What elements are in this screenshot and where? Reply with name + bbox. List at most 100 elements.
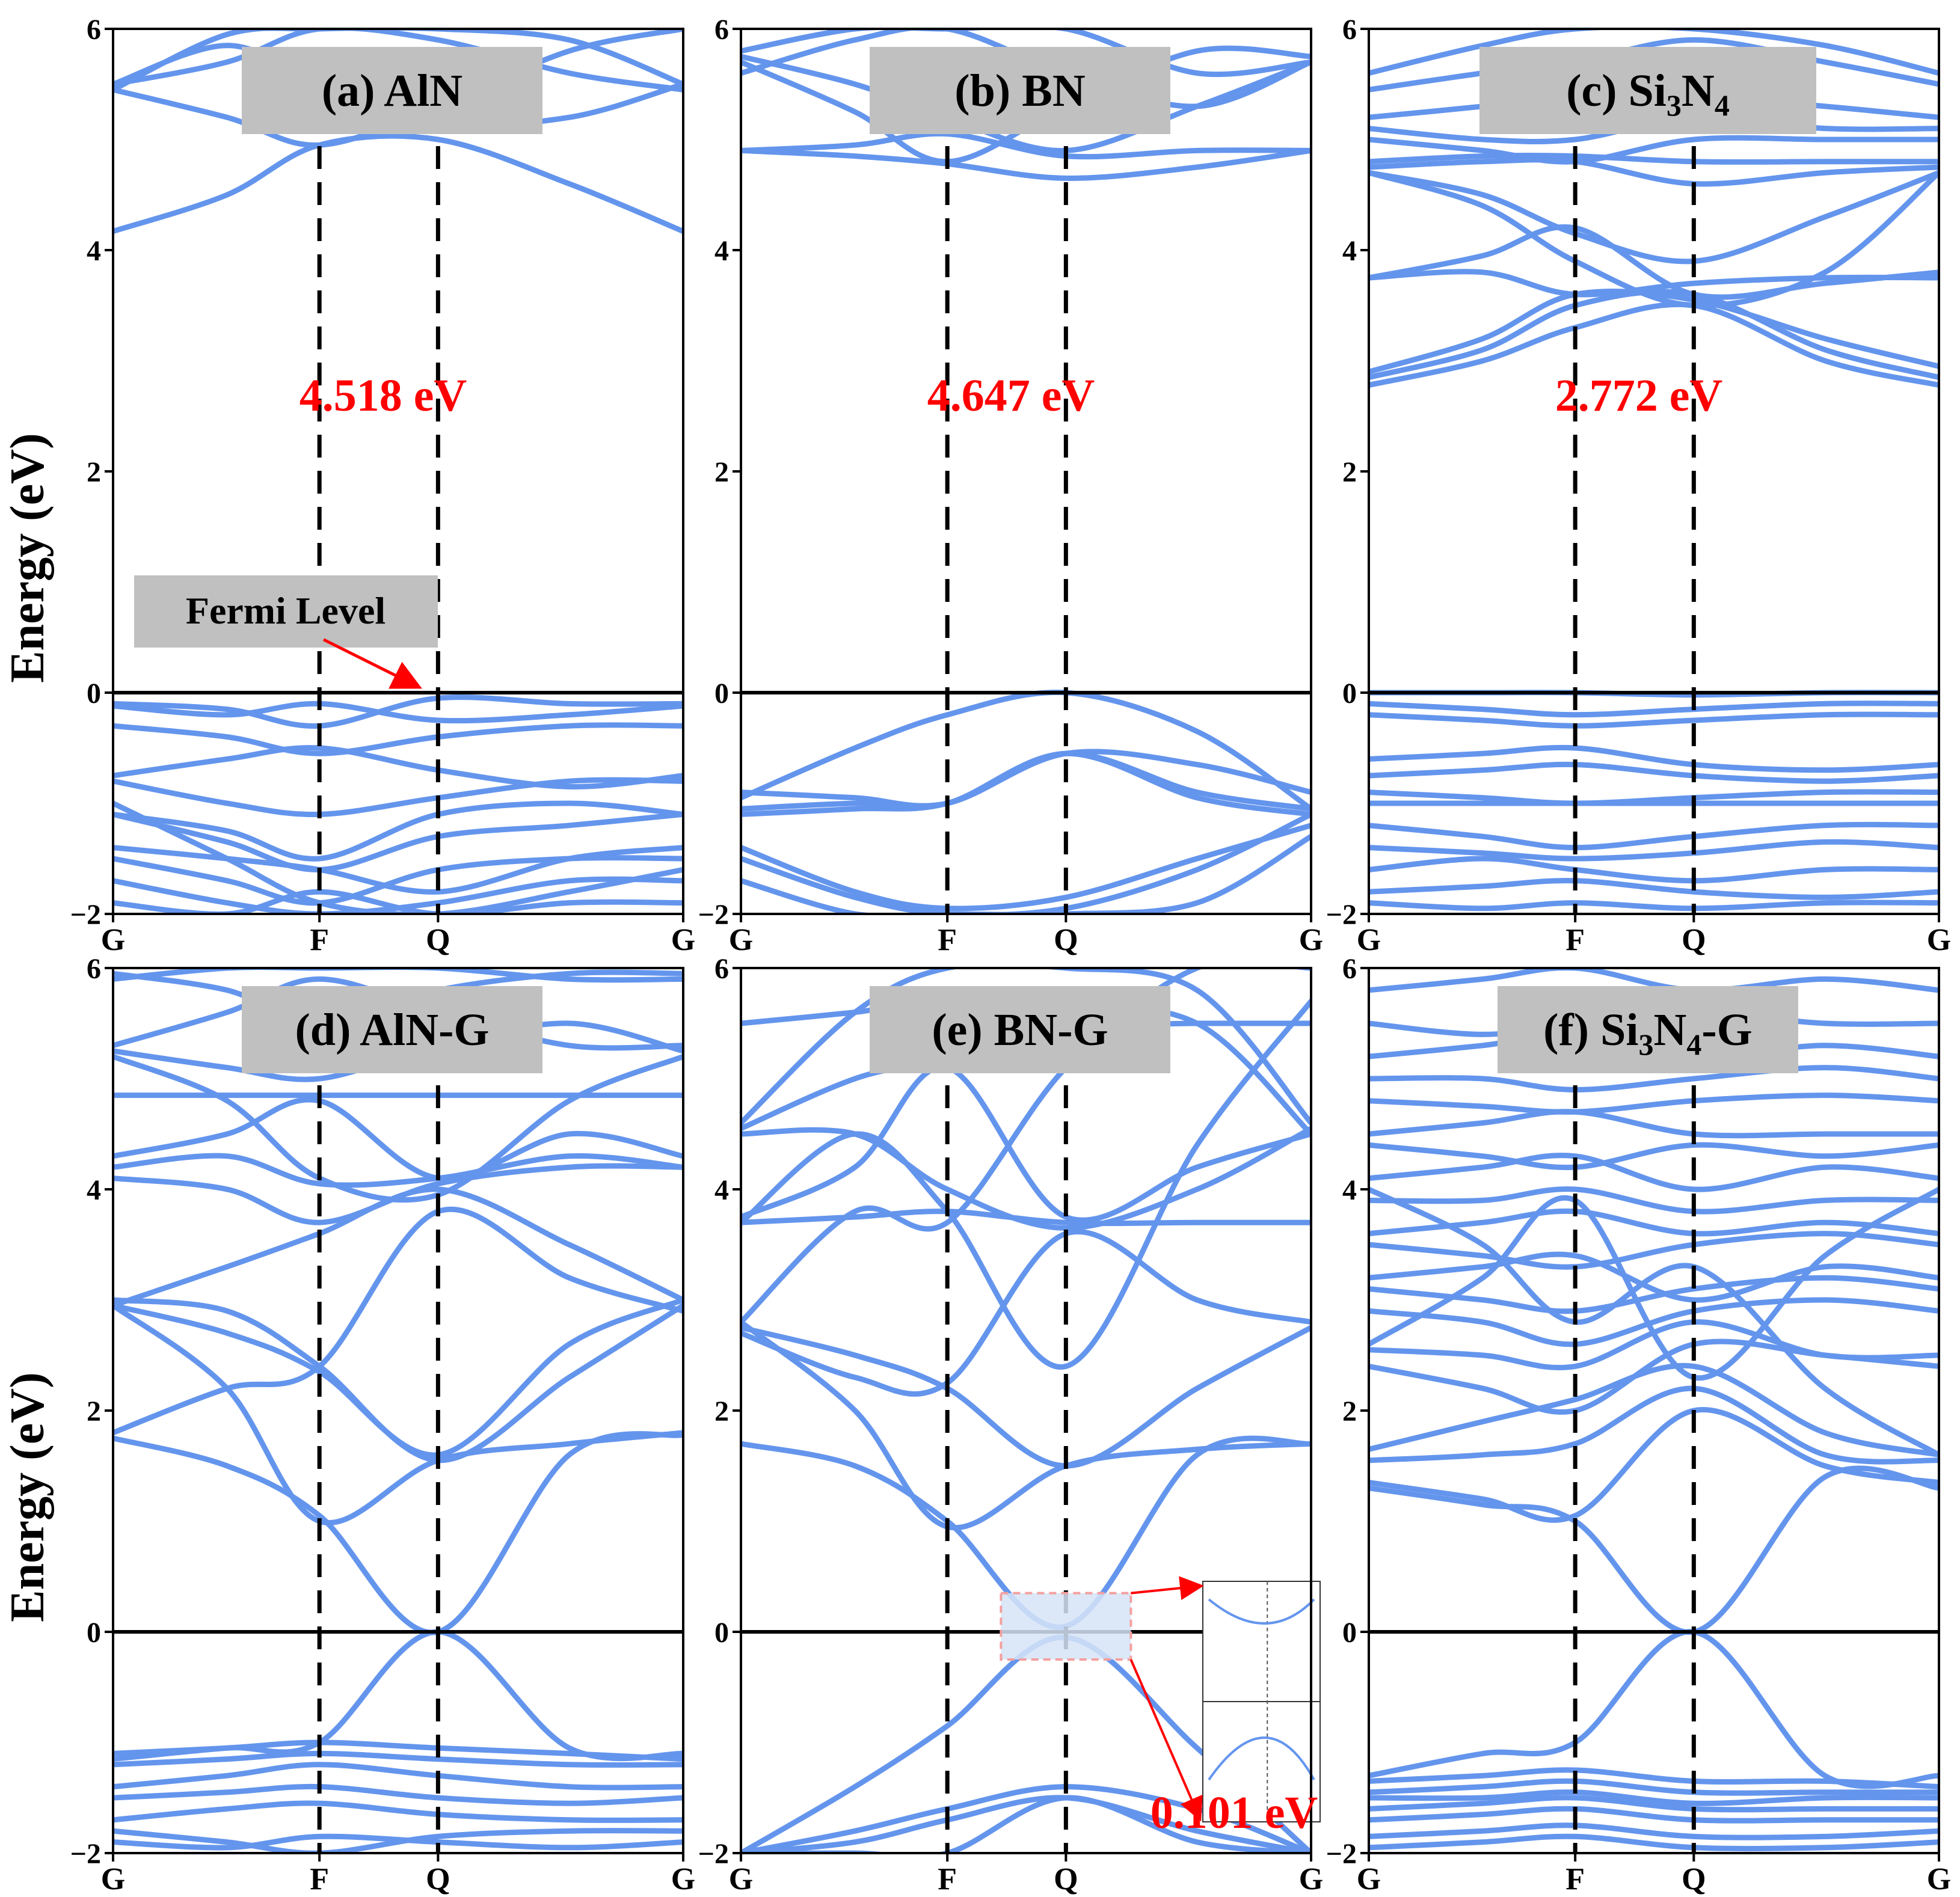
fermi-level-label: Fermi Level — [186, 589, 386, 632]
band-line — [1369, 856, 1939, 884]
xtick-label: G — [671, 923, 695, 957]
bands-a — [113, 29, 683, 914]
band-line — [741, 833, 1311, 914]
ytick-label: −2 — [698, 1838, 729, 1870]
xtick-label: G — [101, 1862, 125, 1896]
xtick-label: Q — [1682, 923, 1706, 957]
ytick-label: 6 — [1342, 14, 1357, 46]
band-line — [1369, 1385, 1939, 1465]
band-line — [741, 968, 1311, 1126]
ytick-label: 0 — [1342, 678, 1357, 709]
ytick-label: 2 — [1342, 456, 1357, 488]
band-line — [1369, 1362, 1939, 1458]
band-line — [113, 722, 683, 756]
band-line — [113, 1783, 683, 1806]
ytick-label: 6 — [1342, 953, 1357, 985]
band-line — [1369, 1795, 1939, 1813]
bands-f — [1369, 968, 1939, 1852]
xtick-label: F — [310, 1862, 329, 1896]
xtick-label: F — [1565, 1862, 1585, 1896]
band-line — [113, 876, 683, 914]
bands-e — [741, 968, 1311, 1853]
band-line — [113, 1206, 683, 1436]
band-line — [741, 968, 1311, 1325]
ytick-label: 4 — [87, 1174, 101, 1206]
band-line — [113, 1431, 683, 1635]
band-line — [113, 1297, 683, 1458]
ytick-label: 0 — [714, 1617, 729, 1649]
band-line — [1369, 1778, 1939, 1796]
band-line — [1369, 1109, 1939, 1139]
xtick-label: Q — [1682, 1862, 1706, 1896]
band-line — [1369, 29, 1939, 76]
band-gap-label: 0.101 eV — [1151, 1788, 1318, 1838]
band-line — [113, 855, 683, 906]
band-line — [741, 1795, 1311, 1853]
panel-title-box — [1498, 986, 1798, 1073]
band-line — [1369, 1153, 1939, 1192]
band-line — [113, 1762, 683, 1791]
band-line — [1369, 821, 1939, 851]
band-line — [741, 1126, 1311, 1231]
band-line — [113, 1153, 683, 1188]
band-line — [741, 54, 1311, 153]
band-line — [113, 1750, 683, 1768]
bands-d — [113, 968, 683, 1853]
band-line — [113, 29, 683, 93]
fermi-level-box — [134, 575, 438, 648]
ytick-label: 6 — [714, 953, 729, 985]
inset-conduction-band — [1208, 1598, 1315, 1625]
ytick-label: 6 — [714, 14, 729, 46]
band-line — [741, 1795, 1311, 1853]
panel-title-box — [242, 986, 542, 1073]
band-line — [1369, 1629, 1939, 1789]
band-line — [1369, 1231, 1939, 1270]
band-line — [1369, 301, 1939, 388]
panel-title: (a) AlN — [322, 66, 462, 116]
band-line — [113, 800, 683, 862]
xtick-label: G — [1927, 923, 1951, 957]
band-line — [1369, 1142, 1939, 1171]
band-line — [1369, 1789, 1939, 1806]
xtick-label: F — [310, 923, 329, 957]
ytick-label: 4 — [1342, 235, 1357, 267]
band-line — [741, 29, 1311, 78]
ytick-label: 2 — [714, 456, 729, 488]
ytick-label: 0 — [714, 678, 729, 709]
panel-title: (d) AlN-G — [295, 1005, 490, 1055]
ytick-label: 0 — [87, 678, 101, 709]
band-line — [1369, 899, 1939, 912]
band-line — [113, 745, 683, 789]
bands-c — [1369, 29, 1939, 912]
xtick-label: G — [729, 923, 753, 957]
band-line — [1369, 744, 1939, 773]
band-line — [1369, 1186, 1939, 1215]
panel-d: −2 0 2 4 6 G F Q G (d) AlN-G — [70, 953, 696, 1896]
band-line — [1369, 700, 1939, 718]
panel-c: −2 0 2 4 6 G F Q G (c) Si3N4 2.772 eV — [1326, 14, 1952, 957]
band-line — [113, 1800, 683, 1823]
band-line — [1369, 1833, 1939, 1852]
band-line — [113, 29, 683, 93]
band-line — [113, 1163, 683, 1225]
ytick-label: 0 — [1342, 1617, 1357, 1649]
panel-title-box — [870, 986, 1170, 1073]
band-line — [1369, 761, 1939, 784]
band-line — [113, 700, 683, 724]
band-line — [1369, 1065, 1939, 1093]
band-line — [1369, 1319, 1939, 1371]
band-gap-label: 4.647 eV — [927, 370, 1095, 421]
ytick-label: 4 — [714, 235, 729, 267]
band-line — [113, 1739, 683, 1762]
band-line — [1369, 1208, 1939, 1237]
band-line — [113, 811, 683, 872]
band-line — [741, 811, 1311, 914]
band-line — [113, 800, 683, 914]
band-line — [113, 694, 683, 729]
xtick-label: Q — [426, 1862, 450, 1896]
xtick-label: G — [101, 923, 125, 957]
panel-f: −2 0 2 4 6 G F Q G (f) Si3N4-G — [1326, 953, 1952, 1896]
panel-title: (e) BN-G — [932, 1005, 1108, 1055]
plot-frame — [112, 967, 684, 1854]
xtick-label: Q — [1054, 923, 1078, 957]
